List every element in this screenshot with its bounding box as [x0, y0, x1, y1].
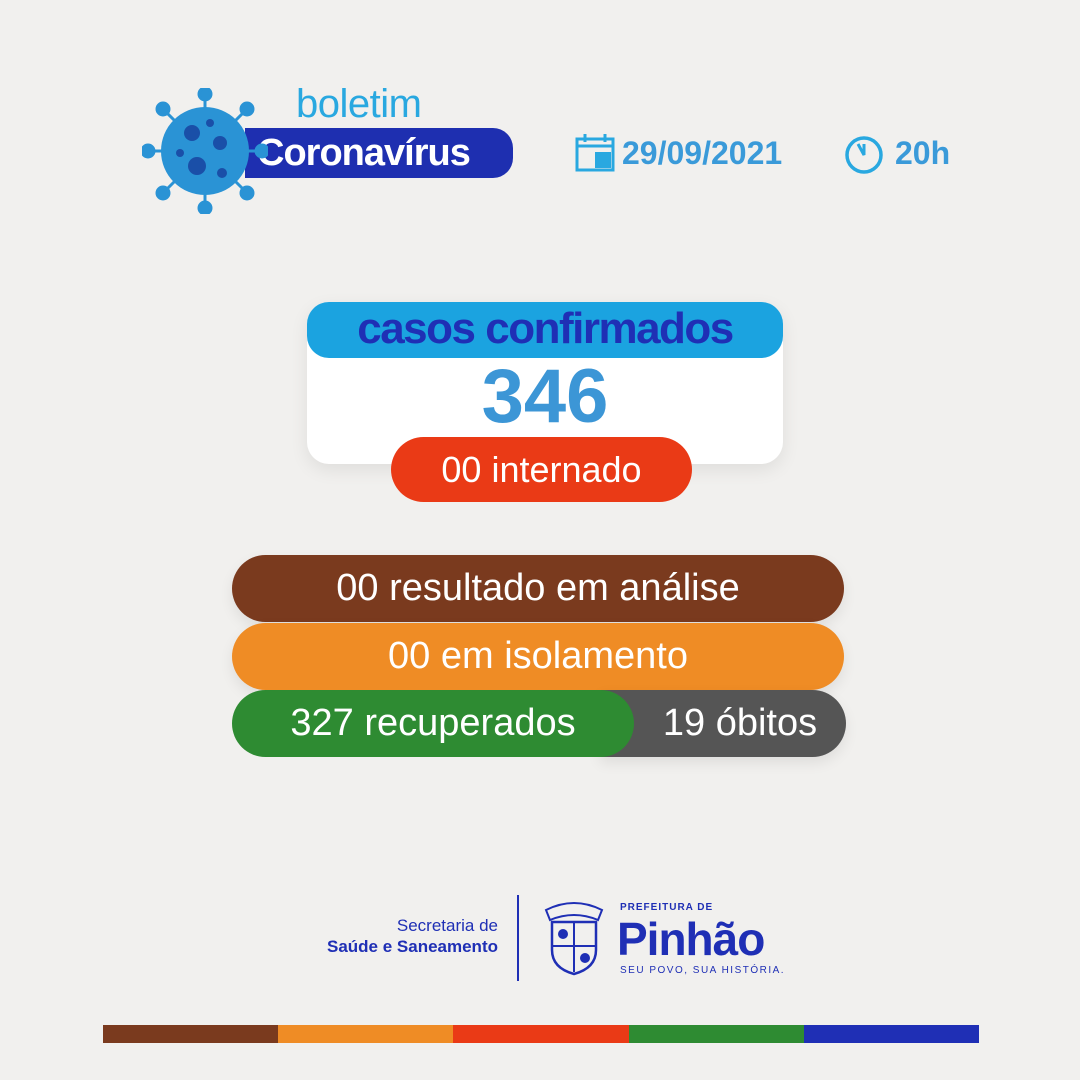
- color-stripe: [103, 1025, 980, 1043]
- date: 29/09/2021: [622, 135, 783, 171]
- boletim-label: boletim: [296, 82, 422, 126]
- isolation-bar: 00 em isolamento: [232, 623, 844, 690]
- confirmed-cases-label: casos confirmados: [307, 302, 783, 358]
- city-crest-logo: [544, 902, 604, 976]
- secretaria-line2: Saúde e Saneamento: [326, 937, 498, 956]
- confirmed-cases-count: 346: [481, 354, 609, 439]
- stripe-brown: [103, 1025, 279, 1043]
- time: 20h: [895, 135, 951, 171]
- secretaria-line1: Secretaria de: [396, 916, 498, 935]
- analysis-bar: 00 resultado em análise: [232, 555, 844, 622]
- city-name: Pinhão: [617, 913, 765, 965]
- prefeitura-label: PREFEITURA DE: [620, 902, 714, 913]
- city-slogan: SEU POVO, SUA HISTÓRIA.: [620, 965, 786, 976]
- coronavirus-title: Coronavírus: [245, 128, 513, 178]
- calendar-icon: [575, 134, 615, 172]
- stripe-orange: [278, 1025, 454, 1043]
- stripe-green: [628, 1025, 804, 1043]
- footer-divider: [517, 895, 519, 981]
- virus-icon: [142, 88, 268, 214]
- stripe-blue: [803, 1025, 980, 1043]
- hospitalized-badge: 00 internado: [391, 437, 692, 502]
- title-text: Coronavírus: [257, 132, 471, 174]
- stripe-red: [453, 1025, 629, 1043]
- recovered-bar: 327 recuperados: [232, 690, 634, 757]
- deaths-bar: 19 óbitos: [600, 690, 846, 757]
- clock-icon: [845, 136, 883, 174]
